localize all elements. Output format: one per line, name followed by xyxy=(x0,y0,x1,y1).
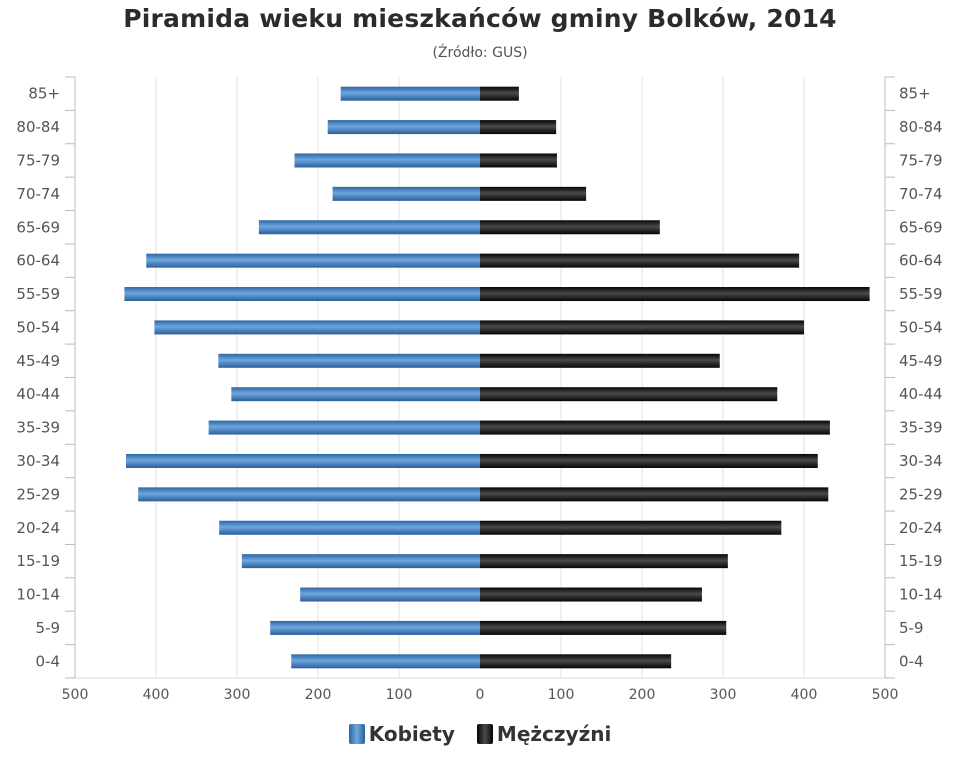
bar-kobiety xyxy=(138,487,480,502)
chart-subtitle: (Źródło: GUS) xyxy=(432,45,528,61)
x-tick-label: 0 xyxy=(476,687,485,703)
bar-kobiety xyxy=(291,654,480,669)
bar-mezczyzni xyxy=(480,287,870,302)
x-tick-label: 100 xyxy=(386,687,413,703)
x-tick-label: 300 xyxy=(224,687,251,703)
legend-label-mezczyzni: Mężczyźni xyxy=(496,722,612,746)
bar-mezczyzni xyxy=(480,220,660,235)
legend-swatch-mezczyzni xyxy=(476,724,493,744)
bar-kobiety xyxy=(332,186,480,201)
y-tick-label-left: 30-34 xyxy=(16,452,60,470)
bar-mezczyzni xyxy=(480,253,800,268)
bar-mezczyzni xyxy=(480,186,587,201)
bar-kobiety xyxy=(300,587,480,602)
bar-mezczyzni xyxy=(480,353,720,368)
y-tick-label-right: 25-29 xyxy=(899,485,943,503)
labels: 500 400 300 200 100 0 100 200 300 400 500 85+ 85+ 80-… xyxy=(16,85,942,703)
x-tick-label: 100 xyxy=(548,687,575,703)
y-tick-label-left: 25-29 xyxy=(16,485,60,503)
y-tick-label-right: 15-19 xyxy=(899,552,943,570)
y-tick-label-right: 65-69 xyxy=(899,218,943,236)
y-tick-label-right: 5-9 xyxy=(899,619,924,637)
y-tick-label-left: 10-14 xyxy=(16,586,60,604)
bar-kobiety xyxy=(126,453,480,468)
axes xyxy=(65,76,895,679)
y-tick-label-left: 55-59 xyxy=(16,285,60,303)
x-tick-label: 200 xyxy=(305,687,332,703)
bar-mezczyzni xyxy=(480,654,672,669)
y-tick-label-right: 80-84 xyxy=(899,118,943,136)
bar-mezczyzni xyxy=(480,387,778,402)
x-tick-label: 500 xyxy=(62,687,89,703)
x-tick-label: 200 xyxy=(629,687,656,703)
legend-item-mezczyzni[interactable]: Mężczyźni xyxy=(476,722,612,746)
bar-mezczyzni xyxy=(480,320,804,335)
y-tick-label-left: 5-9 xyxy=(36,619,61,637)
legend: Kobiety Mężczyźni xyxy=(0,722,960,746)
y-tick-label-right: 70-74 xyxy=(899,185,943,203)
pyramid-chart: 500 400 300 200 100 0 100 200 300 400 500 85+ 85+ 80-… xyxy=(16,76,943,703)
y-tick-label-right: 75-79 xyxy=(899,151,943,169)
y-tick-label-right: 55-59 xyxy=(899,285,943,303)
y-tick-label-left: 80-84 xyxy=(16,118,60,136)
legend-label-kobiety: Kobiety xyxy=(368,722,455,746)
bar-kobiety xyxy=(218,353,480,368)
y-tick-label-left: 75-79 xyxy=(16,151,60,169)
y-tick-label-right: 45-49 xyxy=(899,352,943,370)
bar-mezczyzni xyxy=(480,620,727,635)
bar-mezczyzni xyxy=(480,120,557,135)
bar-kobiety xyxy=(258,220,480,235)
bar-kobiety xyxy=(270,620,480,635)
bar-mezczyzni xyxy=(480,153,557,168)
y-tick-label-left: 20-24 xyxy=(16,519,60,537)
y-tick-label-left: 40-44 xyxy=(16,385,60,403)
y-tick-label-right: 20-24 xyxy=(899,519,943,537)
bar-mezczyzni xyxy=(480,86,519,101)
bar-kobiety xyxy=(124,287,480,302)
bar-kobiety xyxy=(219,520,480,535)
y-tick-label-left: 15-19 xyxy=(16,552,60,570)
bar-kobiety xyxy=(340,86,480,101)
y-tick-label-right: 10-14 xyxy=(899,586,943,604)
bar-mezczyzni xyxy=(480,554,728,569)
y-tick-label-right: 85+ xyxy=(899,85,931,103)
y-tick-label-right: 30-34 xyxy=(899,452,943,470)
y-tick-label-left: 35-39 xyxy=(16,419,60,437)
x-tick-label: 400 xyxy=(791,687,818,703)
bar-kobiety xyxy=(154,320,480,335)
bar-kobiety xyxy=(294,153,480,168)
legend-item-kobiety[interactable]: Kobiety xyxy=(348,722,455,746)
y-tick-label-left: 85+ xyxy=(28,85,60,103)
bar-mezczyzni xyxy=(480,453,818,468)
y-tick-label-right: 40-44 xyxy=(899,385,943,403)
bar-kobiety xyxy=(146,253,480,268)
y-tick-label-left: 50-54 xyxy=(16,318,60,336)
y-tick-label-left: 65-69 xyxy=(16,218,60,236)
y-tick-label-right: 35-39 xyxy=(899,419,943,437)
y-tick-label-left: 45-49 xyxy=(16,352,60,370)
bars xyxy=(124,86,870,669)
y-tick-label-left: 70-74 xyxy=(16,185,60,203)
x-tick-label: 400 xyxy=(143,687,170,703)
bar-mezczyzni xyxy=(480,487,829,502)
y-tick-label-right: 50-54 xyxy=(899,318,943,336)
bar-kobiety xyxy=(327,120,480,135)
y-tick-label-left: 0-4 xyxy=(36,652,61,670)
chart-title: Piramida wieku mieszkańców gminy Bolków,… xyxy=(123,4,837,33)
legend-swatch-kobiety xyxy=(348,724,365,744)
bar-kobiety xyxy=(241,554,480,569)
y-tick-label-right: 0-4 xyxy=(899,652,924,670)
x-tick-label: 300 xyxy=(710,687,737,703)
bar-kobiety xyxy=(208,420,480,435)
bar-mezczyzni xyxy=(480,420,830,435)
x-tick-label: 500 xyxy=(872,687,899,703)
bar-mezczyzni xyxy=(480,520,782,535)
bar-mezczyzni xyxy=(480,587,702,602)
y-tick-label-right: 60-64 xyxy=(899,252,943,270)
y-tick-label-left: 60-64 xyxy=(16,252,60,270)
bar-kobiety xyxy=(231,387,480,402)
